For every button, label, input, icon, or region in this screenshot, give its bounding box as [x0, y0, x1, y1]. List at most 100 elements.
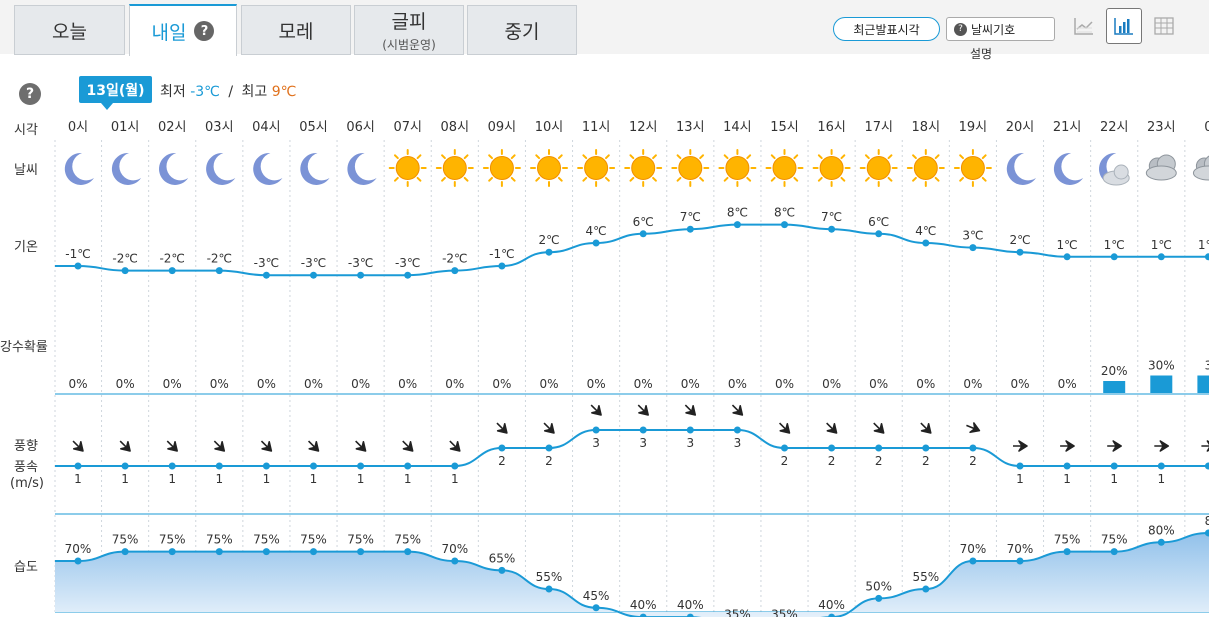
precip-label: 0%: [398, 377, 417, 391]
help-icon: ?: [954, 22, 967, 36]
help-icon[interactable]: ?: [194, 21, 215, 41]
hour-label: 01시: [111, 120, 140, 135]
wind-arrow-icon: [778, 422, 791, 434]
max-label: 최고: [241, 84, 268, 100]
humidity-point: [875, 594, 883, 602]
humidity-label: 45%: [583, 589, 610, 603]
line-chart-view-button[interactable]: [1066, 8, 1102, 44]
wind-arrow-icon: [1013, 440, 1028, 452]
hour-label: 10시: [535, 120, 564, 135]
moon-icon: [300, 152, 330, 185]
sun-icon: [859, 149, 898, 187]
hour-label: 16시: [817, 120, 846, 135]
wind-speed-point: [875, 444, 883, 452]
wind-speed-point: [828, 444, 836, 452]
wind-arrow-icon: [966, 422, 981, 434]
wind-dir-row-label: 풍향: [14, 439, 38, 454]
help-icon[interactable]: ?: [19, 83, 41, 105]
temperature-point: [310, 271, 317, 279]
precip-label: 0%: [351, 377, 370, 391]
hour-label: 18시: [912, 120, 941, 135]
hour-label: 0시: [68, 120, 88, 135]
wind-speed-label: 1: [1016, 472, 1024, 486]
hour-label: 0: [1204, 120, 1209, 135]
temperature-label: 1℃: [1151, 238, 1172, 252]
humidity-point: [1110, 548, 1118, 556]
wind-speed-label: 1: [263, 472, 271, 486]
sun-icon: [482, 149, 521, 187]
cloudy-night-icon: [1099, 152, 1130, 186]
precip-bar: [1150, 375, 1173, 393]
temperature-label: 4℃: [586, 224, 607, 238]
wind-arrow-icon: [684, 404, 697, 416]
tab-sublabel: (시범운영): [382, 38, 436, 52]
wind-arrow-icon: [543, 422, 555, 434]
hour-label: 20시: [1006, 120, 1035, 135]
time-row-label: 시각: [14, 123, 38, 138]
hour-label: 08시: [441, 120, 470, 135]
precip-row-label: 강수확률: [0, 340, 48, 355]
table-view-button[interactable]: [1146, 8, 1182, 44]
precip-label: 0%: [681, 377, 700, 391]
humidity-point: [545, 585, 553, 593]
wind-speed-point: [922, 444, 930, 452]
bar-chart-view-button[interactable]: [1106, 8, 1142, 44]
tab-midterm[interactable]: 중기: [467, 5, 577, 55]
wind-speed-point: [498, 444, 506, 452]
humidity-label: 75%: [300, 533, 327, 547]
temperature-line: [55, 223, 1209, 277]
temperature-point: [922, 239, 930, 247]
weather-row-label: 날씨: [14, 163, 38, 178]
temperature-label: 7℃: [680, 210, 701, 224]
wind-arrow-icon: [1201, 440, 1209, 452]
tab-today[interactable]: 오늘: [14, 5, 125, 55]
recent-announce-button[interactable]: 최근발표시각: [833, 17, 940, 41]
temperature-point: [215, 267, 223, 275]
humidity-point: [828, 613, 836, 617]
temperature-label: 6℃: [868, 215, 889, 229]
humidity-label: 70%: [441, 542, 468, 556]
wind-arrow-icon: [119, 440, 131, 452]
temperature-point: [1016, 248, 1024, 256]
temperature-label: -3℃: [348, 256, 373, 270]
wind-speed-label: 3: [639, 436, 647, 450]
humidity-label: 75%: [394, 533, 421, 547]
temperature-point: [545, 248, 553, 256]
hour-label: 05시: [299, 120, 328, 135]
temperature-label: 4℃: [915, 224, 936, 238]
wind-speed-label: 1: [74, 472, 82, 486]
tab-day-after[interactable]: 모레: [241, 5, 351, 55]
hour-label: 13시: [676, 120, 705, 135]
temperature-point: [733, 221, 741, 229]
humidity-point: [310, 548, 317, 556]
precip-label: 0%: [445, 377, 464, 391]
tab-tomorrow[interactable]: 내일?: [129, 4, 237, 56]
moon-icon: [347, 152, 377, 185]
humidity-point: [1063, 548, 1071, 556]
wind-speed-label: 2: [545, 454, 553, 468]
tab-label: 내일: [151, 21, 187, 44]
wind-arrow-icon: [260, 440, 273, 452]
hour-label: 11시: [582, 120, 611, 135]
weather-symbol-button[interactable]: ? 날씨기호: [946, 17, 1055, 41]
wind-speed-label: 1: [168, 472, 176, 486]
moon-icon: [1053, 152, 1084, 185]
hour-label: 17시: [864, 120, 893, 135]
humidity-point: [215, 548, 223, 556]
tab-3days[interactable]: 글피 (시범운영): [354, 5, 464, 55]
precip-label: 0%: [822, 377, 841, 391]
temperature-label: 2℃: [1009, 233, 1030, 247]
wind-speed-label: 1: [357, 472, 365, 486]
wind-arrow-icon: [1107, 440, 1122, 452]
humidity-label: 40%: [630, 598, 657, 612]
humidity-label: 70%: [960, 542, 987, 556]
precip-bar: [1103, 381, 1126, 393]
temperature-label: 2℃: [538, 233, 559, 247]
weather-symbol-label: 날씨기호: [971, 22, 1016, 37]
table-icon: [1154, 17, 1174, 35]
precip-label: 3: [1205, 359, 1209, 373]
wind-speed-point: [215, 462, 223, 470]
temperature-label: 3℃: [962, 229, 983, 243]
date-badge: 13일(월): [79, 76, 152, 110]
wind-speed-label: 1: [404, 472, 412, 486]
